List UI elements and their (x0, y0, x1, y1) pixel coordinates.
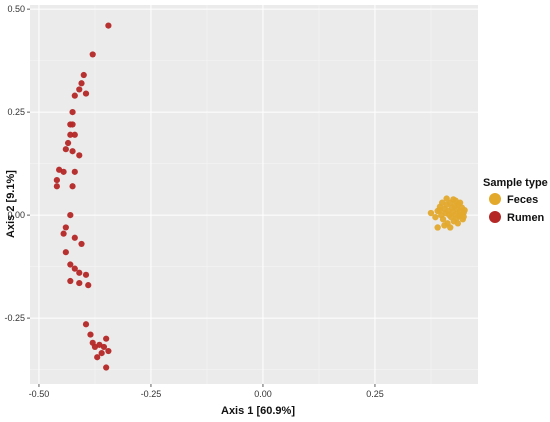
feces-points (427, 195, 468, 231)
minor-gridlines (30, 5, 478, 384)
data-point-rumen (69, 183, 76, 190)
data-point-rumen (105, 22, 112, 29)
data-point-rumen (62, 146, 69, 153)
data-point-rumen (76, 152, 83, 159)
data-point-feces (436, 206, 444, 214)
data-point-feces (439, 216, 447, 223)
y-tick-label: 0.25 (7, 107, 25, 117)
major-gridlines (30, 5, 478, 384)
data-point-rumen (71, 168, 78, 175)
data-point-rumen (76, 269, 83, 276)
data-point-rumen (71, 234, 78, 241)
data-point-rumen (60, 168, 67, 175)
data-point-rumen (80, 71, 87, 79)
x-tick-label: -0.25 (141, 389, 162, 399)
data-point-rumen (64, 139, 72, 147)
data-point-rumen (62, 249, 69, 256)
data-point-rumen (100, 343, 108, 351)
data-point-rumen (78, 80, 85, 87)
y-tick-label: -0.25 (4, 313, 25, 323)
data-point-rumen (78, 240, 85, 248)
data-point-feces (434, 224, 441, 231)
data-point-rumen (67, 131, 74, 138)
data-point-rumen (69, 109, 76, 116)
data-point-rumen (62, 224, 69, 231)
data-point-feces (432, 213, 439, 221)
data-point-feces (461, 206, 468, 214)
y-axis-ticks: -0.25 0.00 0.25 0.50 (4, 4, 30, 323)
data-point-rumen (71, 131, 78, 138)
data-point-rumen (71, 92, 78, 99)
data-point-rumen (67, 277, 74, 285)
data-point-feces (447, 224, 454, 231)
legend-label-feces: Feces (507, 194, 538, 206)
x-axis-ticks: -0.50 -0.25 0.00 0.25 (29, 384, 384, 399)
data-point-rumen (69, 121, 76, 128)
data-point-feces (454, 220, 462, 227)
data-point-feces (441, 222, 448, 229)
data-point-rumen (94, 354, 101, 361)
data-point-feces (460, 213, 467, 220)
data-point-rumen (89, 51, 96, 58)
x-tick-label: -0.50 (29, 389, 50, 399)
data-point-rumen (71, 265, 78, 272)
legend-key-rumen (489, 211, 501, 223)
legend-title: Sample type (483, 177, 548, 189)
x-axis-title: Axis 1 [60.9%] (221, 405, 295, 417)
y-tick-label: 0.00 (7, 210, 25, 220)
data-point-rumen (85, 282, 92, 289)
data-point-rumen (60, 230, 67, 237)
data-point-rumen (67, 211, 74, 219)
data-point-rumen (76, 86, 83, 93)
data-point-feces (443, 195, 450, 202)
data-point-rumen (105, 347, 112, 355)
x-tick-label: 0.00 (254, 389, 272, 399)
plot-panel (30, 5, 478, 384)
legend: Sample type Feces Rumen (483, 177, 548, 224)
data-point-rumen (82, 321, 90, 328)
data-point-rumen (103, 335, 110, 342)
data-point-feces (456, 199, 464, 206)
data-point-rumen (69, 148, 76, 155)
data-point-rumen (87, 331, 94, 338)
data-point-rumen (82, 90, 90, 97)
data-point-rumen (82, 271, 90, 278)
data-point-rumen (76, 279, 83, 287)
y-tick-label: 0.50 (7, 4, 25, 14)
data-point-feces (427, 209, 435, 217)
legend-key-feces (489, 193, 501, 205)
data-point-feces (450, 196, 457, 203)
data-point-rumen (67, 261, 74, 268)
data-point-rumen (103, 364, 110, 371)
data-point-rumen (53, 176, 60, 184)
rumen-points (53, 22, 112, 371)
x-tick-label: 0.25 (366, 389, 384, 399)
legend-label-rumen: Rumen (507, 212, 545, 224)
data-point-rumen (53, 183, 60, 190)
data-point-rumen (98, 350, 105, 357)
y-axis-title: Axis 2 [9.1%] (5, 170, 17, 238)
